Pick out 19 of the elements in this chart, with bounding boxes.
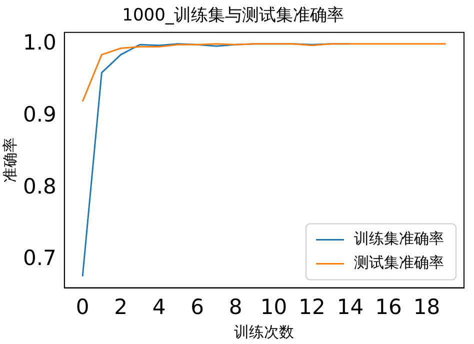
y-tick-label: 0.7 <box>22 246 56 270</box>
x-tick-label: 10 <box>260 294 288 319</box>
x-tick-label: 12 <box>298 294 326 319</box>
legend-label: 测试集准确率 <box>354 254 444 272</box>
x-tick-label: 6 <box>190 294 204 319</box>
x-tick-label: 8 <box>228 294 242 319</box>
y-tick-label: 0.8 <box>22 174 56 198</box>
x-tick-label: 14 <box>336 294 364 319</box>
x-tick-label: 16 <box>375 294 402 319</box>
x-tick-label: 4 <box>152 294 166 319</box>
legend-label: 训练集准确率 <box>354 230 444 248</box>
chart-title: 1000_训练集与测试集准确率 <box>122 6 344 26</box>
y-tick-label: 1.0 <box>22 30 56 54</box>
x-tick-label: 0 <box>76 294 90 319</box>
x-tick-label: 2 <box>114 294 128 319</box>
y-axis-title: 准确率 <box>0 138 19 183</box>
x-tick-label: 18 <box>413 294 440 319</box>
x-axis-title: 训练次数 <box>234 322 294 341</box>
y-tick-label: 0.9 <box>22 102 56 126</box>
